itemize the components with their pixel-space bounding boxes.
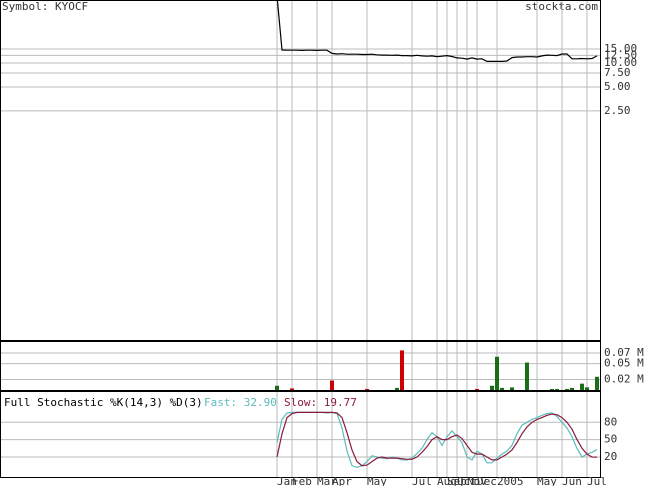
y-tick-label: 15.00 (604, 42, 637, 55)
y-tick-label: 20 (604, 450, 617, 463)
volume-bar (580, 383, 584, 390)
y-tick-label: 2.50 (604, 104, 631, 117)
volume-bar (510, 387, 514, 390)
indicator-title: Full Stochastic %K(14,3) %D(3) (4, 396, 203, 409)
volume-bar (275, 385, 279, 390)
y-tick-label: 0.02 M (604, 372, 644, 385)
panel-border (0, 0, 601, 341)
x-tick-label: 2005 (497, 475, 524, 486)
volume-bar (525, 362, 529, 390)
x-tick-label: Jul (587, 475, 607, 486)
volume-bar (585, 387, 589, 390)
volume-bar (365, 388, 369, 390)
x-tick-label: Mar (317, 475, 337, 486)
y-tick-label: 10.00 (604, 56, 637, 69)
x-tick-label: Oct (457, 475, 477, 486)
y-tick-label: 7.50 (604, 66, 631, 79)
x-tick-label: Dec (477, 475, 497, 486)
volume-bar (500, 387, 504, 390)
x-tick-label: Jul (412, 475, 432, 486)
volume-bar (550, 388, 554, 390)
volume-bar (490, 385, 494, 390)
line-series (276, 0, 598, 62)
y-tick-label: 0.07 M (604, 346, 644, 359)
volume-bar (400, 350, 404, 390)
volume-bar (565, 388, 569, 390)
volume-bar (475, 388, 479, 390)
volume-bar (595, 376, 599, 390)
y-tick-label: 5.00 (604, 80, 631, 93)
x-tick-label: Apr (332, 475, 352, 486)
x-tick-label: May (367, 475, 387, 486)
legend-entry: Fast: 32.90 (204, 396, 277, 409)
x-tick-label: Aug (437, 475, 457, 486)
y-tick-label: 12.50 (604, 48, 637, 61)
volume-bar (330, 380, 334, 390)
volume-bar (495, 356, 499, 390)
x-tick-label: May (537, 475, 557, 486)
volume-bar (570, 387, 574, 390)
x-tick-label: Jan (277, 475, 297, 486)
line-series (276, 411, 598, 467)
y-tick-label: 80 (604, 415, 617, 428)
y-tick-label: 0.05 M (604, 357, 644, 370)
x-tick-label: Jun (562, 475, 582, 486)
y-tick-label: 50 (604, 433, 617, 446)
volume-bar (290, 388, 294, 390)
legend-entry: Slow: 19.77 (284, 396, 357, 409)
symbol: Symbol: KYOCF (2, 0, 88, 13)
panel-border (0, 341, 601, 391)
x-tick-label: Sep (447, 475, 467, 486)
x-tick-label: Feb (292, 475, 312, 486)
x-tick-label: Nov (467, 475, 487, 486)
volume-bar (395, 387, 399, 390)
panel-border (0, 391, 601, 478)
volume-bar (555, 388, 559, 390)
